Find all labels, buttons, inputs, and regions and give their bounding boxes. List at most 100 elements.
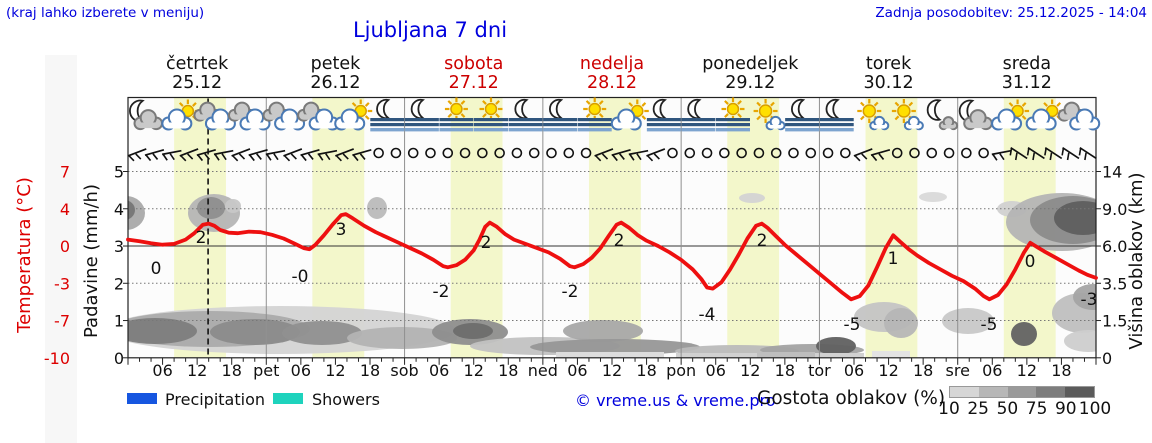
day-header-nedelja: nedelja 28.12 (542, 55, 682, 93)
hour-label: 18 (222, 361, 242, 380)
cloud-density-scale-value: 50 (996, 399, 1019, 419)
temperature-extreme-value: 0 (151, 259, 162, 279)
day-abbr-label: sre (946, 361, 970, 380)
hour-label: 06 (152, 361, 172, 380)
day-header-četrtek: četrtek 25.12 (127, 55, 267, 93)
weather-icon-sun-cloud (334, 99, 373, 131)
cloud-height-axis-value: 0 (1102, 349, 1112, 368)
weather-icon-moon-fog (370, 98, 405, 132)
hour-label: 18 (913, 361, 933, 380)
weather-icon-sun-cloud (1025, 99, 1064, 131)
hour-label: 18 (1051, 361, 1071, 380)
day-header-torek: torek 30.12 (819, 55, 959, 93)
wind-calm-icon (891, 147, 903, 159)
cloud-height-axis-value: 1.5 (1102, 312, 1127, 331)
weather-icon-cloudy (193, 101, 236, 131)
hour-label: 06 (706, 361, 726, 380)
cloud-density-label: Gostota oblakov (%) (757, 388, 946, 409)
wind-barb-icon (646, 148, 666, 162)
wind-barb-icon (213, 149, 234, 161)
wind-calm-icon (580, 147, 592, 159)
wind-barb-icon (628, 149, 649, 161)
day-abbr-label: ned (528, 361, 558, 380)
weather-icon-sun-smallcloud (753, 99, 786, 131)
temperature-extreme-value: 0 (1025, 252, 1036, 272)
weather-icon-moon-fog (543, 98, 578, 132)
hour-label: 06 (291, 361, 311, 380)
precipitation-axis-value: 2 (114, 274, 124, 293)
time-axis-labels: 06 12 18 pet 06 12 18 sob 06 12 18 ned 06 12 18 pon 06 12… (152, 361, 1071, 380)
hour-label: 18 (360, 361, 380, 380)
temperature-extreme-value: -0 (292, 267, 309, 287)
wind-barb-icon (1078, 146, 1097, 161)
hour-label: 06 (982, 361, 1002, 380)
cloud-height-axis-value: 3.5 (1102, 274, 1127, 293)
wind-barb-icon (853, 148, 873, 162)
wind-calm-icon (684, 147, 696, 159)
cloud-density-scale-value: 90 (1054, 399, 1077, 419)
hour-label: 06 (844, 361, 864, 380)
weather-icon-moon-fog (681, 98, 716, 132)
weather-icon-sun-cloud (991, 99, 1030, 131)
showers-legend-label: Showers (312, 390, 380, 409)
day-name: sreda (1002, 54, 1052, 74)
hour-label: 18 (636, 361, 656, 380)
weather-icon-moon-fog (785, 98, 820, 132)
weather-icon-sun-cloud (610, 99, 649, 131)
temperature-extreme-value: -2 (562, 282, 579, 302)
hour-label: 18 (775, 361, 795, 380)
wind-barb-icon (335, 148, 355, 162)
wind-barb-icon (300, 149, 320, 162)
hour-label: 12 (740, 361, 760, 380)
hour-label: 18 (498, 361, 518, 380)
copyright-link[interactable]: © vreme.us & vreme.pro (575, 391, 776, 410)
temperature-extreme-value: 3 (336, 220, 347, 240)
cloud-density-scale-segment (978, 387, 1008, 397)
weather-icon-sun-fog (474, 97, 508, 132)
axis-ticks (123, 171, 1101, 365)
weather-icon-cloudy (297, 101, 340, 131)
day-name: četrtek (166, 54, 229, 74)
day-name: ponedeljek (702, 54, 799, 74)
cloud-height-axis-value: 14 (1102, 163, 1122, 182)
wind-calm-icon (494, 147, 505, 159)
wind-calm-icon (667, 147, 678, 159)
cloud-height-axis-value: 9.0 (1102, 200, 1127, 219)
day-header-petek: petek 26.12 (265, 55, 405, 93)
day-header-ponedeljek: ponedeljek 29.12 (680, 55, 820, 93)
weather-icon-sun-smallcloud (891, 99, 924, 131)
plot-frame (127, 96, 1097, 359)
precipitation-axis-value: 0 (114, 349, 124, 368)
day-name: sobota (444, 54, 504, 74)
wind-calm-icon (805, 147, 817, 159)
temperature-extreme-value: 2 (481, 233, 492, 253)
temperature-axis-value: -10 (44, 349, 70, 368)
hour-label: 12 (325, 361, 345, 380)
day-abbr-label: pet (253, 361, 279, 380)
temperature-extreme-value: 2 (614, 231, 625, 251)
day-date: 28.12 (586, 73, 638, 93)
hour-label: 12 (464, 361, 484, 380)
wind-calm-icon (407, 147, 419, 159)
temperature-extreme-value: 1 (888, 249, 899, 269)
temperature-extreme-value: 2 (196, 228, 207, 248)
location-hint: (kraj lahko izberete v meniju) (6, 5, 205, 21)
weather-icon-sun-smallcloud (857, 99, 890, 131)
precipitation-axis-value: 1 (114, 312, 124, 331)
wind-barb-icon (179, 148, 199, 162)
temperature-axis-value: 7 (60, 163, 70, 182)
wind-barb-icon (1061, 146, 1080, 161)
cloud-density-scale-segment (950, 387, 979, 397)
wind-calm-icon (978, 147, 989, 159)
wind-calm-icon (563, 147, 575, 159)
wind-calm-icon (961, 147, 972, 159)
temperature-curve (126, 212, 1098, 302)
precipitation-axis-value: 4 (114, 200, 124, 219)
weather-icon-sun-fog (439, 97, 474, 132)
wind-calm-icon (909, 147, 920, 159)
wind-barb-icon (1026, 146, 1045, 161)
day-name: petek (310, 54, 361, 74)
last-update-text: Zadnja posodobitev: 25.12.2025 - 14:04 (875, 5, 1147, 21)
wind-calm-icon (770, 147, 782, 159)
